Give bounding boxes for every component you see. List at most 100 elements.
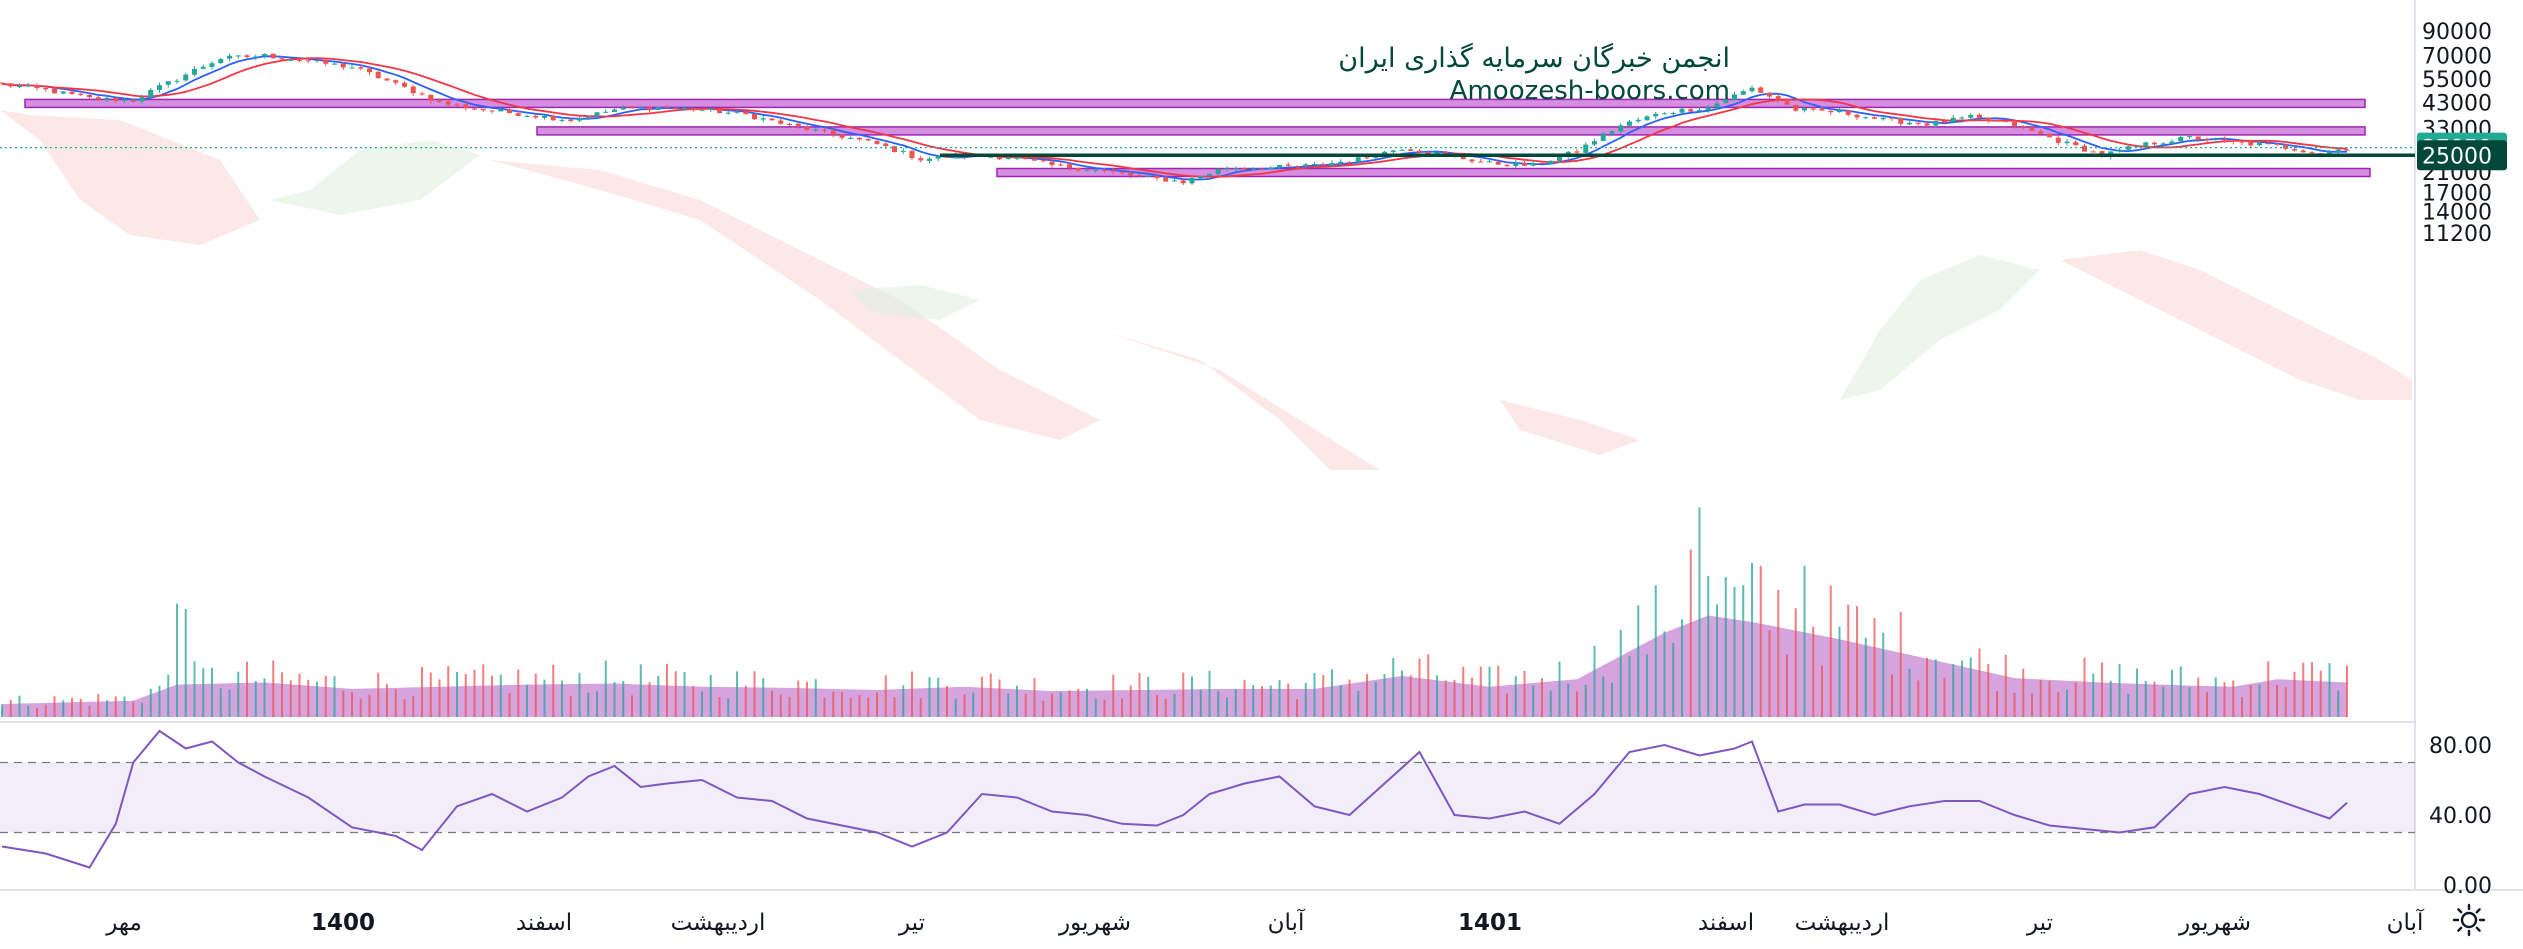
volume-bar — [1873, 617, 1876, 717]
volume-bar — [1611, 682, 1613, 717]
candle-body — [787, 124, 792, 126]
volume-bar — [876, 692, 878, 717]
volume-bar — [1908, 668, 1911, 717]
candle-body — [857, 137, 862, 140]
volume-bar — [1304, 682, 1307, 717]
candle-body — [2257, 143, 2262, 146]
volume-bar — [1672, 642, 1675, 717]
candle-body — [437, 100, 442, 102]
candle — [1775, 93, 1781, 103]
volume-bar — [508, 693, 511, 717]
candle-body — [69, 91, 75, 94]
volume-bar — [604, 660, 607, 717]
candle — [1093, 168, 1099, 173]
candle — [1487, 160, 1492, 163]
candle-body — [323, 59, 329, 64]
volume-bar — [692, 685, 695, 717]
candle — [1819, 106, 1825, 111]
volume-bar — [963, 694, 966, 717]
candle-body — [1268, 167, 1274, 170]
candle-body — [2117, 149, 2122, 152]
candle — [1329, 160, 1335, 167]
candle — [218, 57, 224, 65]
candle-body — [1557, 156, 1562, 162]
volume-bar — [1322, 674, 1325, 717]
candle-body — [2169, 141, 2175, 144]
volume-bar — [2337, 690, 2340, 717]
candle — [760, 115, 766, 123]
candle-body — [1723, 99, 1729, 104]
volume-bar — [1786, 654, 1788, 717]
candle-body — [1259, 168, 1265, 170]
volume-bar — [1882, 632, 1885, 717]
candle-body — [1854, 114, 1860, 118]
time-axis-label: مهر — [105, 910, 142, 936]
volume-bar — [534, 673, 537, 717]
candle — [244, 53, 250, 59]
volume-bar — [482, 664, 485, 717]
candle — [1863, 116, 1869, 120]
price-axis-label: 14000 — [2422, 200, 2492, 225]
candle — [130, 99, 136, 104]
candle — [839, 133, 845, 141]
candle — [1950, 115, 1956, 123]
candle — [445, 99, 451, 108]
candle-body — [848, 137, 854, 139]
candle-body — [122, 99, 127, 101]
price-axis: 9000070000550004300033000210001700014000… — [2417, 20, 2507, 899]
volume-bar — [1409, 675, 1412, 717]
volume-bar — [552, 664, 555, 717]
candle-body — [1732, 94, 1737, 101]
candle — [1688, 107, 1694, 113]
candle — [787, 122, 792, 126]
gear-icon[interactable] — [2452, 903, 2486, 937]
candle-body — [1880, 117, 1886, 120]
volume-bar — [1147, 676, 1150, 717]
candle — [1985, 117, 1991, 124]
ma-slow-line — [1, 57, 2348, 178]
candle — [69, 89, 75, 95]
candle — [1924, 122, 1930, 127]
candle — [2204, 137, 2210, 144]
volume-bar — [1497, 665, 1500, 717]
candle-body — [2187, 136, 2192, 138]
candle — [2134, 146, 2140, 148]
candle-body — [1574, 151, 1580, 153]
candle-body — [87, 94, 92, 98]
candle-body — [515, 113, 521, 117]
volume-bar — [386, 683, 388, 717]
volume-bar — [1339, 685, 1342, 717]
candle — [165, 81, 171, 88]
candle — [1810, 106, 1816, 112]
candle-body — [0, 82, 5, 84]
rsi-axis-label: 80.00 — [2429, 734, 2492, 759]
candle-body — [1705, 107, 1711, 111]
candle-body — [1154, 175, 1160, 178]
candle-body — [1102, 170, 1107, 172]
volume-bar — [1681, 619, 1683, 717]
candle — [2213, 137, 2219, 141]
candle — [1574, 148, 1580, 154]
candle — [682, 105, 687, 111]
volume-bar — [1541, 678, 1543, 717]
candle-body — [1049, 161, 1055, 166]
candle-body — [2178, 136, 2184, 142]
volume-bar — [2031, 693, 2033, 717]
candle-body — [1845, 110, 1851, 115]
candle-body — [629, 107, 635, 109]
candle-body — [1093, 169, 1099, 171]
volume-bar — [1549, 690, 1552, 717]
candle-body — [235, 55, 241, 57]
volume-bar — [1287, 683, 1290, 717]
volume-bar — [1068, 690, 1071, 717]
candle — [1163, 175, 1169, 182]
candle — [192, 66, 197, 77]
candle — [1277, 164, 1282, 169]
candle-body — [725, 112, 731, 114]
volume-bar — [1208, 670, 1211, 717]
candle-body — [17, 85, 22, 87]
volume-bar — [1261, 686, 1263, 717]
candle — [1233, 166, 1239, 171]
